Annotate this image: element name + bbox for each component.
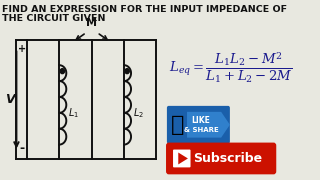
Polygon shape — [187, 112, 230, 138]
Text: $L_1$: $L_1$ — [68, 106, 79, 120]
FancyBboxPatch shape — [173, 150, 190, 167]
Text: FIND AN EXPRESSION FOR THE INPUT IMPEDANCE OF: FIND AN EXPRESSION FOR THE INPUT IMPEDAN… — [3, 5, 288, 14]
Circle shape — [125, 69, 129, 74]
Circle shape — [60, 69, 65, 74]
Polygon shape — [178, 152, 188, 164]
FancyBboxPatch shape — [167, 106, 230, 144]
Text: LIKE: LIKE — [192, 116, 211, 125]
Text: $L_{eq} = \dfrac{L_1 L_2 - M^2}{L_1 + L_2 - 2M}$: $L_{eq} = \dfrac{L_1 L_2 - M^2}{L_1 + L_… — [169, 51, 292, 85]
Text: 👍: 👍 — [171, 115, 184, 135]
FancyBboxPatch shape — [166, 143, 276, 174]
Text: & SHARE: & SHARE — [184, 127, 218, 133]
Text: Subscribe: Subscribe — [194, 152, 263, 165]
Text: M: M — [86, 19, 97, 28]
Text: +: + — [18, 44, 26, 54]
Text: -: - — [19, 143, 24, 156]
Text: $L_2$: $L_2$ — [133, 106, 144, 120]
Text: THE CIRCUIT GIVEN: THE CIRCUIT GIVEN — [3, 14, 106, 23]
Text: V: V — [5, 93, 15, 106]
